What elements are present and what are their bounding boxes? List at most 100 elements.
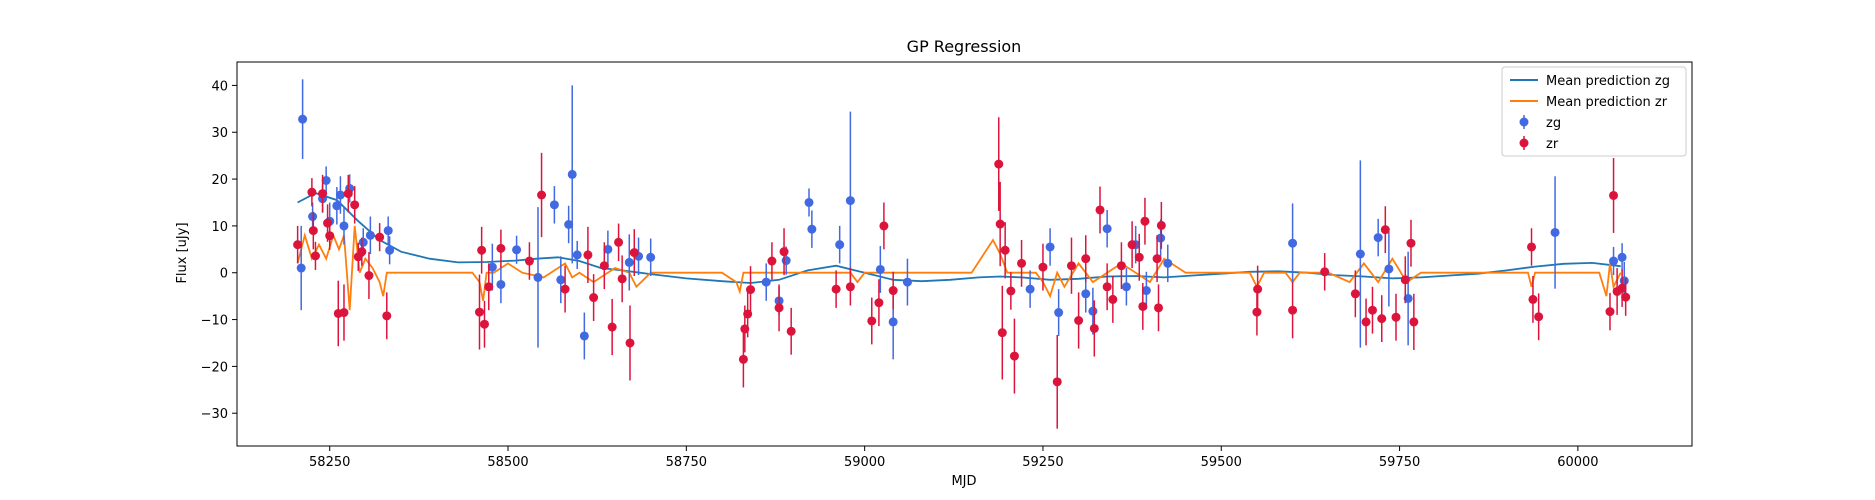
zr-point-16 — [475, 307, 484, 317]
zg-point-44 — [1121, 282, 1131, 292]
zr-point-63 — [1127, 240, 1137, 250]
zg-point-31 — [804, 197, 814, 207]
zr-point-89 — [1617, 283, 1627, 293]
y-tick-label--10: −10 — [201, 314, 228, 329]
y-tick-label-0: 0 — [220, 267, 228, 282]
zg-point-14 — [487, 262, 497, 272]
zr-point-26 — [599, 261, 609, 271]
zr-point-73 — [1320, 267, 1330, 277]
x-axis-label: MJD — [951, 474, 976, 489]
zr-point-56 — [1074, 315, 1084, 325]
zr-point-8 — [339, 308, 349, 318]
zg-point-56 — [1550, 227, 1560, 237]
zr-point-50 — [1006, 286, 1016, 296]
zr-point-84 — [1528, 294, 1538, 304]
zg-point-21 — [567, 169, 577, 179]
zr-point-74 — [1350, 289, 1360, 299]
zr-point-19 — [484, 282, 494, 292]
zr-point-90 — [1621, 292, 1631, 302]
y-tick-label--20: −20 — [201, 360, 228, 375]
zg-point-51 — [1373, 233, 1383, 243]
zg-point-39 — [1045, 242, 1055, 252]
zr-point-43 — [874, 298, 884, 308]
zg-point-6 — [332, 201, 342, 211]
y-tick-label-20: 20 — [211, 173, 228, 188]
zg-point-15 — [496, 279, 506, 289]
axes: 58250 58500 58750 59000 59250 59500 59750 60000… — [201, 61, 1693, 470]
zr-point-46 — [994, 159, 1004, 169]
zg-point-4 — [321, 175, 331, 185]
legend-label-0: Mean prediction zg — [1546, 74, 1670, 89]
zr-point-3 — [310, 251, 320, 261]
zr-point-36 — [767, 256, 777, 266]
axes-frame — [236, 61, 1693, 447]
zr-point-64 — [1134, 252, 1144, 262]
zg-point-33 — [835, 240, 845, 250]
zr-point-21 — [524, 256, 534, 266]
zr-point-17 — [477, 245, 487, 255]
x-tick-label-58250: 58250 — [309, 455, 350, 470]
zr-point-49 — [1000, 245, 1010, 255]
zr-point-52 — [1017, 258, 1027, 268]
zr-point-51 — [1009, 351, 1019, 361]
zr-point-67 — [1152, 254, 1162, 264]
zg-point-7 — [335, 190, 345, 200]
legend: Mean prediction zg Mean prediction zr zg zr — [1501, 66, 1687, 157]
zg-point-57 — [1609, 256, 1619, 266]
zr-point-41 — [845, 282, 855, 292]
y-tick-label-40: 40 — [211, 79, 228, 94]
zg-point-24 — [603, 244, 613, 254]
zr-point-38 — [779, 247, 789, 257]
zg-point-38 — [1025, 284, 1035, 294]
zr-point-44 — [879, 221, 889, 231]
zr-point-5 — [323, 218, 333, 228]
y-axis-label: Flux [uJy] — [175, 222, 190, 283]
zg-point-13 — [385, 245, 395, 255]
zr-point-65 — [1138, 301, 1148, 311]
zg-point-19 — [556, 275, 566, 285]
zr-point-20 — [496, 243, 506, 253]
zr-point-77 — [1377, 314, 1387, 324]
series-line-mean-prediction-zg — [297, 192, 1621, 284]
zr-point-2 — [308, 226, 318, 236]
legend-swatch-3 — [1519, 138, 1529, 148]
zr-point-53 — [1038, 262, 1048, 272]
x-tick-label-59000: 59000 — [844, 455, 885, 470]
legend-box — [1501, 66, 1687, 157]
zr-point-28 — [614, 237, 624, 247]
x-tick-label-60000: 60000 — [1557, 455, 1598, 470]
zr-point-78 — [1380, 225, 1390, 235]
zg-point-8 — [339, 221, 349, 231]
zr-point-6 — [325, 231, 335, 241]
zr-point-23 — [560, 284, 570, 294]
zr-point-32 — [738, 354, 748, 364]
zr-point-24 — [583, 250, 593, 260]
zr-point-47 — [995, 219, 1005, 229]
zg-point-16 — [512, 245, 522, 255]
zr-point-75 — [1361, 317, 1371, 327]
y-tick-label-10: 10 — [211, 220, 228, 235]
legend-label-2: zg — [1546, 116, 1561, 131]
zg-point-30 — [781, 256, 791, 266]
zr-point-29 — [617, 274, 627, 284]
y-tick-label--30: −30 — [201, 407, 228, 422]
x-tick-label-59500: 59500 — [1201, 455, 1242, 470]
zg-point-42 — [1088, 306, 1098, 316]
x-tick-label-58750: 58750 — [666, 455, 707, 470]
zr-point-37 — [774, 303, 784, 313]
legend-label-1: Mean prediction zr — [1546, 95, 1668, 110]
zr-point-68 — [1154, 303, 1163, 313]
zr-point-40 — [831, 284, 841, 294]
zr-point-81 — [1406, 238, 1416, 248]
zg-point-20 — [564, 219, 574, 229]
zg-point-10 — [358, 237, 368, 247]
zg-point-27 — [646, 252, 656, 262]
zr-point-0 — [293, 240, 303, 250]
zr-point-4 — [318, 189, 328, 199]
zg-point-12 — [383, 226, 393, 236]
zr-point-35 — [746, 285, 756, 295]
zr-point-18 — [479, 319, 489, 329]
zr-point-82 — [1409, 317, 1419, 327]
zr-point-58 — [1089, 323, 1099, 333]
